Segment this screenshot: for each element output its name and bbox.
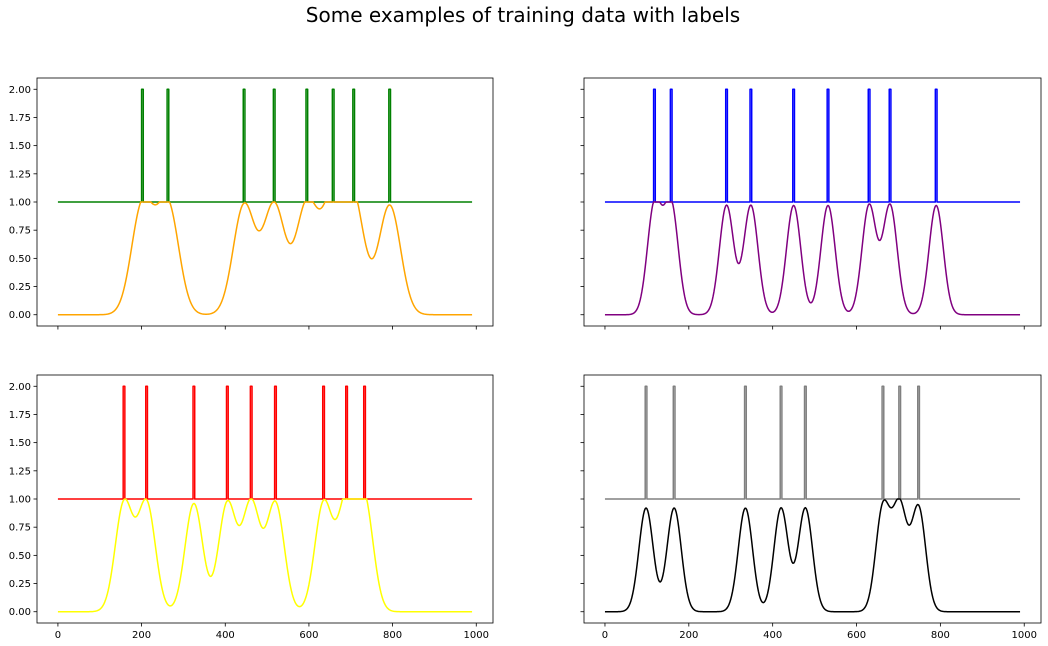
y-tick-label: 2.00: [9, 85, 31, 96]
y-tick-label: 1.25: [9, 169, 31, 180]
y-tick-label: 1.25: [9, 466, 31, 477]
y-tick-label: 1.75: [9, 113, 31, 124]
label-spike-line: [57, 385, 473, 500]
x-tick-label: 800: [931, 630, 950, 641]
x-tick-label: 1000: [464, 630, 489, 641]
x-tick-label: 0: [55, 630, 61, 641]
signal-curve: [57, 498, 473, 613]
signal-curve: [57, 201, 473, 316]
y-tick-label: 0.25: [9, 282, 31, 293]
x-tick-label: 0: [602, 630, 608, 641]
y-tick-label: 0.75: [9, 226, 31, 237]
y-tick-label: 1.50: [9, 141, 31, 152]
y-tick-label: 0.00: [9, 310, 31, 321]
subplot-top-right: [580, 77, 1042, 330]
y-tick-label: 1.00: [9, 495, 31, 506]
y-tick-label: 0.75: [9, 523, 31, 534]
y-tick-label: 2.00: [9, 382, 31, 393]
x-tick-label: 400: [216, 630, 235, 641]
label-spike-line: [604, 88, 1021, 203]
x-tick-label: 200: [132, 630, 151, 641]
y-tick-label: 0.25: [9, 579, 31, 590]
label-spike-line: [57, 88, 473, 203]
signal-curve: [604, 498, 1021, 613]
figure-title: Some examples of training data with labe…: [306, 3, 740, 27]
y-tick-label: 0.50: [9, 551, 31, 562]
x-tick-label: 600: [847, 630, 866, 641]
y-tick-label: 1.00: [9, 198, 31, 209]
subplot-bottom-left: 0 200 400 600 800 1000 0.00 0.25 0.50 0.75 1.00 1.2…: [9, 374, 494, 641]
y-tick-label: 0.50: [9, 254, 31, 265]
label-spike-line: [604, 385, 1021, 500]
y-tick-label: 1.75: [9, 410, 31, 421]
x-tick-label: 1000: [1012, 630, 1037, 641]
y-tick-label: 1.50: [9, 438, 31, 449]
x-tick-label: 600: [299, 630, 318, 641]
subplot-bottom-right: 0 200 400 600 800 1000: [580, 374, 1042, 641]
x-tick-label: 400: [763, 630, 782, 641]
subplot-top-left: 0.00 0.25 0.50 0.75 1.00 1.25 1.50 1.75 2.00: [9, 77, 494, 330]
y-tick-label: 0.00: [9, 607, 31, 618]
subplots-grid: 0.00 0.25 0.50 0.75 1.00 1.25 1.50 1.75 2.00 0 200…: [9, 77, 1042, 641]
signal-curve: [604, 201, 1021, 316]
x-tick-label: 200: [679, 630, 698, 641]
x-tick-label: 800: [383, 630, 402, 641]
